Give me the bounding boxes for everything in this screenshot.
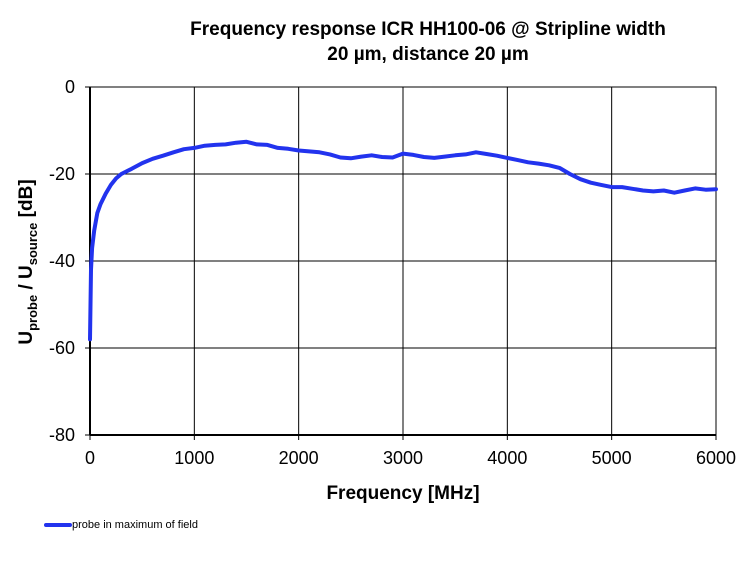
x-tick-label: 0 bbox=[85, 448, 95, 468]
y-tick-label: -20 bbox=[49, 164, 75, 184]
x-tick-label: 4000 bbox=[487, 448, 527, 468]
y-tick-label: 0 bbox=[65, 77, 75, 97]
x-tick-label: 6000 bbox=[696, 448, 736, 468]
y-tick-label: -80 bbox=[49, 425, 75, 445]
legend: probe in maximum of field bbox=[44, 519, 198, 531]
x-tick-label: 2000 bbox=[279, 448, 319, 468]
x-tick-label: 3000 bbox=[383, 448, 423, 468]
y-tick-label: -40 bbox=[49, 251, 75, 271]
legend-swatch bbox=[44, 523, 72, 527]
x-tick-label: 1000 bbox=[174, 448, 214, 468]
y-axis-label: Uprobe / Usource [dB] bbox=[16, 179, 40, 345]
y-tick-label: -60 bbox=[49, 338, 75, 358]
x-axis-label: Frequency [MHz] bbox=[326, 483, 480, 504]
series-line bbox=[88, 139, 718, 342]
x-tick-label: 5000 bbox=[592, 448, 632, 468]
chart-title-line-2: 20 µm, distance 20 µm bbox=[327, 44, 529, 65]
legend-label: probe in maximum of field bbox=[72, 519, 198, 531]
chart-title-line-1: Frequency response ICR HH100-06 @ Stripl… bbox=[190, 19, 666, 40]
